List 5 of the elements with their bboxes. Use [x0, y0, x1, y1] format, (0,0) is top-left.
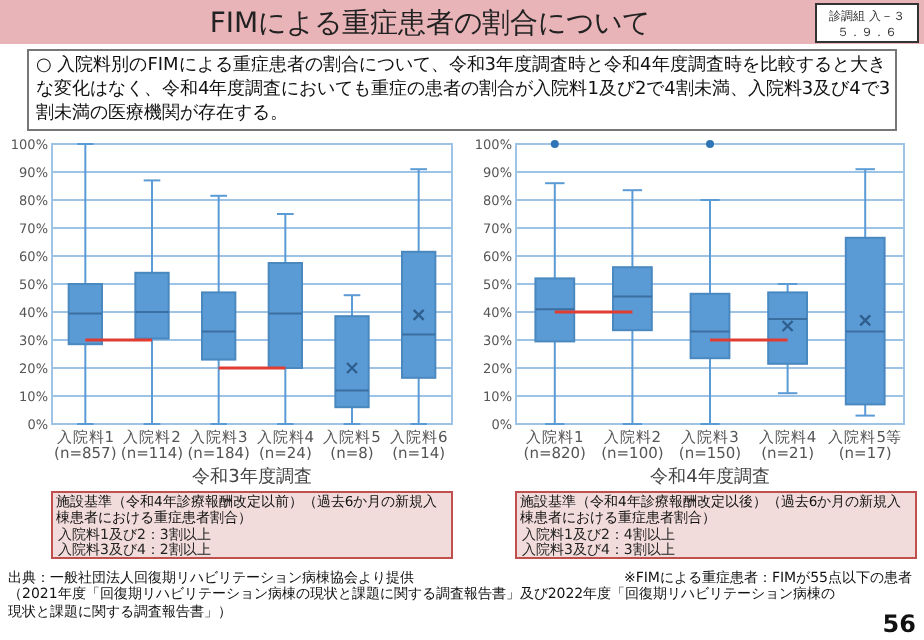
chart-title: FIMによる重症患者の割合について	[209, 8, 651, 40]
chart-subtitle: ○ 入院料別のFIMによる重症患者の割合について、令和3年度調査時と令和4年度調査時を比較すると大きな変化はなく、令和4年度調査においても重症の患者の割合が入院料1及び2で4割未満、入院料3及び4で3割未満の医療機関が存在する。	[36, 54, 892, 126]
x-axis-title: 令和4年度調査	[650, 466, 770, 488]
text: 56	[882, 610, 916, 638]
x-axis-title: 令和3年度調査	[192, 466, 312, 488]
